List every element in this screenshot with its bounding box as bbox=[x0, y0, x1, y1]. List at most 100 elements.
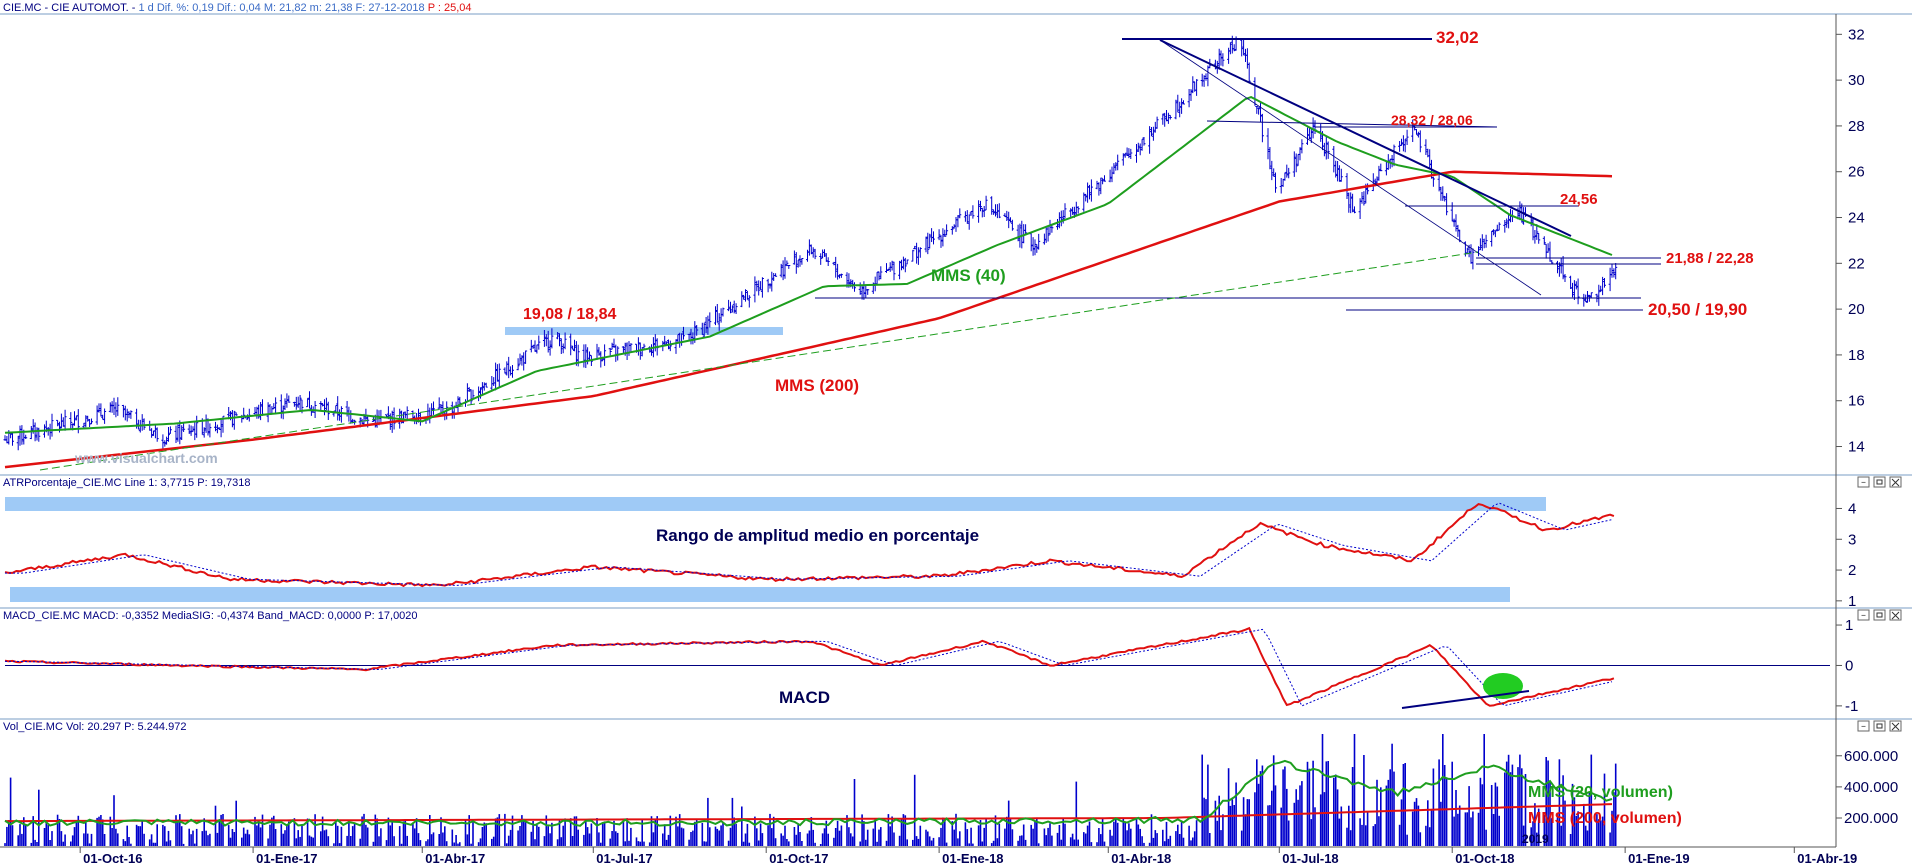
macd-minimize-button[interactable] bbox=[1857, 609, 1870, 621]
price-bar bbox=[559, 338, 563, 354]
price-bar bbox=[785, 260, 789, 267]
price-bar bbox=[997, 203, 1001, 219]
price-bar bbox=[180, 425, 184, 440]
price-bar bbox=[558, 333, 561, 347]
price-bar bbox=[563, 332, 567, 350]
price-bar bbox=[753, 276, 757, 303]
price-bar bbox=[924, 236, 928, 253]
price-bar bbox=[1490, 230, 1494, 247]
annotation-sup1: 20,50 / 19,90 bbox=[1648, 300, 1747, 319]
price-bar bbox=[1135, 144, 1138, 163]
macd-y-tick-label: 0 bbox=[1845, 657, 1853, 674]
price-bar bbox=[1084, 193, 1088, 202]
mms40-line bbox=[4, 96, 1613, 434]
macd-header: MACD_CIE.MC MACD: -0,3352 MediaSIG: -0,4… bbox=[3, 610, 418, 622]
price-bar bbox=[150, 428, 154, 438]
vol-minimize-icon: – bbox=[1861, 721, 1866, 732]
price-bar bbox=[903, 257, 907, 273]
price-bar bbox=[294, 396, 298, 410]
atr-y-tick-label: 3 bbox=[1848, 531, 1856, 548]
vol-y-tick-label: 200.000 bbox=[1844, 810, 1898, 827]
price-bar bbox=[967, 214, 971, 230]
atr-header: ATRPorcentaje_CIE.MC Line 1: 3,7715 P: 1… bbox=[3, 477, 250, 489]
price-bar bbox=[866, 289, 870, 295]
price-bar bbox=[1484, 234, 1488, 248]
price-y-tick-label: 20 bbox=[1848, 301, 1865, 318]
price-bar bbox=[1563, 274, 1567, 282]
annotation-res3: 21,88 / 22,28 bbox=[1666, 250, 1754, 267]
atr-title: Rango de amplitud medio en porcentaje bbox=[656, 526, 979, 545]
price-bar bbox=[1586, 291, 1589, 303]
price-bar bbox=[1559, 258, 1563, 274]
price-bar bbox=[941, 228, 945, 247]
price-bar bbox=[292, 401, 296, 407]
price-bar bbox=[984, 195, 988, 211]
price-bar bbox=[1059, 210, 1063, 227]
price-bar bbox=[682, 326, 685, 340]
price-bar bbox=[714, 306, 717, 326]
label-vol-mms200: MMS (200, volumen) bbox=[1528, 810, 1682, 827]
price-bar bbox=[599, 351, 603, 368]
price-bar bbox=[704, 317, 708, 334]
price-bar bbox=[176, 424, 180, 442]
atr-minimize-button[interactable] bbox=[1857, 476, 1870, 488]
price-bar bbox=[1247, 62, 1251, 82]
price-bar bbox=[503, 367, 507, 374]
price-bar bbox=[755, 280, 759, 292]
price-bar bbox=[916, 247, 920, 265]
macd-close-button[interactable] bbox=[1889, 609, 1902, 621]
x-axis-label: 01-Abr-17 bbox=[425, 851, 485, 866]
resistance-28-line bbox=[1206, 120, 1498, 128]
price-bar bbox=[770, 271, 774, 292]
macd-divergence-line bbox=[1401, 690, 1530, 709]
price-bar bbox=[603, 344, 607, 366]
price-bar bbox=[1101, 178, 1105, 185]
price-bar bbox=[1003, 213, 1007, 217]
price-bar bbox=[926, 232, 930, 255]
price-bar bbox=[807, 239, 811, 256]
price-bar bbox=[1437, 173, 1441, 192]
price-bar bbox=[740, 291, 744, 308]
price-bar bbox=[1556, 260, 1559, 274]
price-bar bbox=[1161, 113, 1165, 125]
price-bar bbox=[1379, 163, 1383, 172]
price-bar bbox=[385, 414, 388, 417]
price-bar bbox=[1362, 191, 1366, 206]
atr-close-button[interactable] bbox=[1889, 476, 1902, 488]
vol-close-button[interactable] bbox=[1889, 720, 1902, 732]
price-bar bbox=[339, 406, 343, 423]
price-bar bbox=[950, 226, 954, 235]
price-bar bbox=[511, 365, 514, 378]
price-bar bbox=[992, 209, 996, 215]
price-bar bbox=[1336, 161, 1340, 182]
price-bar bbox=[1016, 224, 1020, 242]
price-bar bbox=[653, 334, 657, 352]
label-mms200: MMS (200) bbox=[775, 376, 859, 395]
price-y-tick-label: 32 bbox=[1848, 26, 1865, 43]
macd-y-tick-label: -1 bbox=[1845, 698, 1858, 715]
price-bar bbox=[1572, 280, 1576, 300]
annotation-res1: 28,32 / 28,06 bbox=[1391, 112, 1473, 128]
atr-low-band bbox=[10, 587, 1510, 602]
price-bar bbox=[980, 207, 984, 218]
vol-maximize-button[interactable] bbox=[1873, 720, 1886, 732]
price-bar bbox=[732, 300, 736, 314]
price-bar bbox=[1180, 98, 1184, 114]
price-bar bbox=[86, 415, 90, 422]
atr-maximize-button[interactable] bbox=[1873, 476, 1886, 488]
vol-minimize-button[interactable] bbox=[1857, 720, 1870, 732]
label-vol-mms20: MMS (20, volumen) bbox=[1528, 784, 1673, 801]
price-bar bbox=[20, 425, 24, 445]
price-bar bbox=[898, 260, 902, 280]
price-bar bbox=[285, 393, 289, 408]
macd-maximize-button[interactable] bbox=[1873, 609, 1886, 621]
price-bar bbox=[1292, 151, 1296, 177]
price-bar bbox=[1138, 143, 1142, 156]
price-bar bbox=[255, 406, 259, 419]
volume-mms20-line bbox=[4, 759, 1613, 827]
price-bar bbox=[548, 340, 552, 356]
price-bar bbox=[1088, 184, 1091, 200]
price-bar bbox=[819, 253, 823, 265]
vol-panel-buttons: – bbox=[1857, 720, 1902, 732]
price-bar bbox=[480, 382, 484, 395]
